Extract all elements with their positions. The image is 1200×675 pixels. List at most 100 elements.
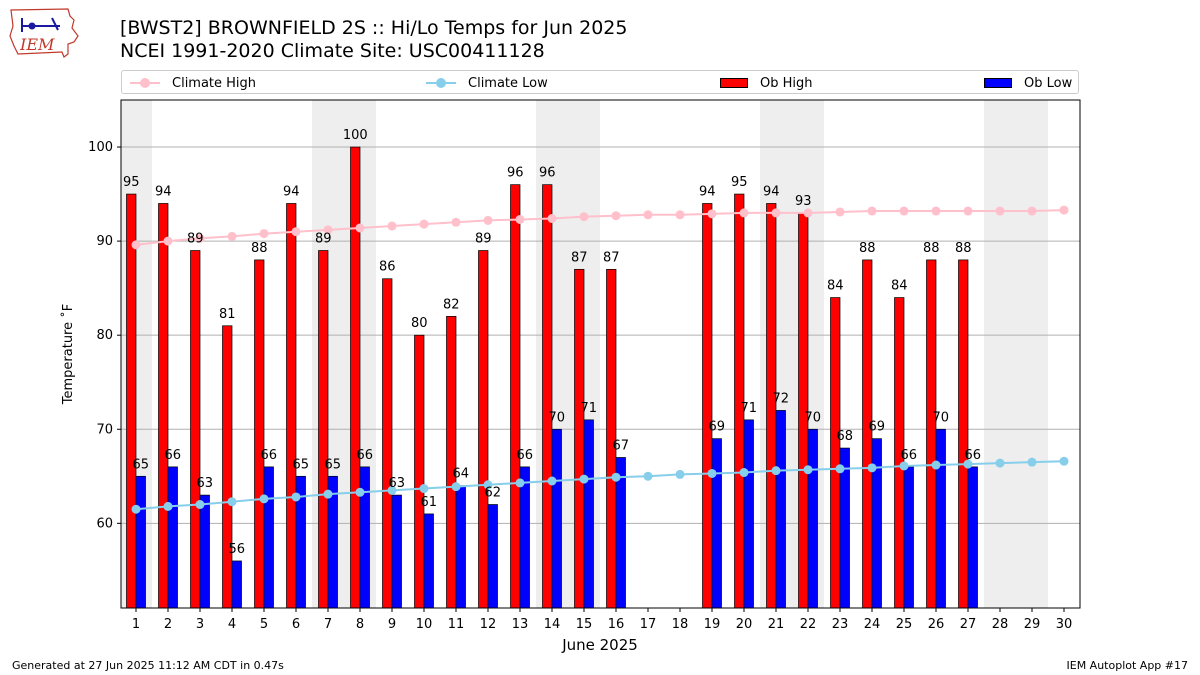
ob-low-value-label: 65	[132, 457, 149, 472]
x-tick-label: 18	[672, 617, 689, 632]
legend-ob-high: Ob High	[720, 71, 813, 95]
ob-low-bar	[903, 466, 914, 609]
x-tick-label: 3	[196, 617, 204, 632]
y-tick-label: 80	[96, 328, 113, 343]
climate-high-point	[323, 225, 333, 235]
climate-low-point	[835, 464, 845, 474]
climate-low-point	[131, 504, 141, 514]
legend-ob-high-label: Ob High	[760, 75, 813, 91]
climate-low-point	[483, 480, 493, 490]
ob-high-bar	[926, 259, 937, 609]
climate-high-point	[867, 206, 877, 216]
ob-low-value-label: 63	[388, 476, 405, 491]
x-tick-label: 19	[704, 617, 721, 632]
ob-high-bar	[414, 334, 425, 609]
climate-high-point	[451, 217, 461, 227]
x-tick-label: 1	[132, 617, 140, 632]
ob-low-value-label: 70	[804, 410, 821, 425]
ob-high-value-label: 80	[411, 316, 428, 331]
ob-high-value-label: 89	[187, 232, 204, 247]
ob-high-bar	[510, 184, 521, 609]
iem-logo: IEM	[9, 8, 79, 58]
ob-high-value-label: 89	[315, 232, 332, 247]
climate-high-point	[515, 214, 525, 224]
x-tick-label: 9	[388, 617, 396, 632]
legend-climate-low-label: Climate Low	[468, 75, 548, 91]
ob-low-value-label: 69	[708, 420, 725, 435]
ob-low-value-label: 65	[292, 457, 309, 472]
climate-low-point	[579, 474, 589, 484]
ob-high-bar	[702, 203, 713, 609]
climate-low-point	[1059, 456, 1069, 466]
x-tick-label: 16	[608, 617, 625, 632]
ob-high-value-label: 96	[539, 166, 556, 181]
climate-low-point	[707, 468, 717, 478]
ob-high-value-label: 94	[763, 184, 780, 199]
ob-high-value-label: 82	[443, 297, 460, 312]
ob-low-value-label: 66	[964, 448, 981, 463]
ob-low-value-label: 66	[900, 448, 917, 463]
generated-timestamp: Generated at 27 Jun 2025 11:12 AM CDT in…	[12, 659, 284, 672]
ob-high-value-label: 84	[891, 279, 908, 294]
ob-low-bar	[967, 466, 978, 609]
x-tick-label: 10	[416, 617, 433, 632]
climate-high-point	[931, 206, 941, 216]
ob-high-bar	[318, 250, 329, 609]
ob-low-bar	[711, 438, 722, 609]
ob-low-bar	[583, 419, 594, 609]
y-axis-label: Temperature ˚F	[60, 304, 76, 405]
climate-high-point	[771, 208, 781, 218]
y-tick-label: 90	[96, 234, 113, 249]
climate-low-point	[547, 476, 557, 486]
climate-high-point	[483, 215, 493, 225]
ob-high-value-label: 94	[283, 184, 300, 199]
climate-high-point	[419, 219, 429, 229]
climate-low-line	[135, 460, 1065, 511]
climate-high-point	[1027, 206, 1037, 216]
climate-low-point	[195, 500, 205, 510]
ob-low-value-label: 65	[324, 457, 341, 472]
ob-low-value-label: 61	[420, 495, 437, 510]
ob-high-value-label: 84	[827, 279, 844, 294]
climate-low-point	[387, 485, 397, 495]
y-tick-label: 70	[96, 422, 113, 437]
app-credit: IEM Autoplot App #17	[1066, 659, 1189, 672]
weekend-shade	[984, 100, 1048, 608]
climate-high-point	[835, 207, 845, 217]
y-tick-label: 60	[96, 516, 113, 531]
ob-high-value-label: 87	[603, 250, 620, 265]
ob-low-bar	[775, 410, 786, 609]
climate-high-point	[547, 214, 557, 224]
ob-low-value-label: 69	[868, 420, 885, 435]
ob-high-value-label: 88	[923, 241, 940, 256]
ob-high-bar	[222, 325, 233, 609]
x-tick-label: 12	[480, 617, 497, 632]
ob-high-value-label: 88	[251, 241, 268, 256]
ob-low-bar	[487, 504, 498, 609]
ob-low-bar	[263, 466, 274, 609]
ob-high-bar	[446, 316, 457, 609]
ob-high-bar	[830, 297, 841, 609]
logo-text: IEM	[19, 35, 55, 54]
ob-low-bar	[455, 485, 466, 609]
ob-low-bar	[199, 494, 210, 609]
x-tick-label: 30	[1056, 617, 1073, 632]
x-tick-label: 26	[928, 617, 945, 632]
ob-high-value-label: 94	[699, 184, 716, 199]
climate-high-point	[803, 208, 813, 218]
x-tick-label: 27	[960, 617, 977, 632]
ob-low-bar	[423, 513, 434, 609]
x-tick-label: 29	[1024, 617, 1041, 632]
climate-low-point	[163, 501, 173, 511]
ob-low-bar	[519, 466, 530, 609]
ob-high-value-label: 81	[219, 307, 236, 322]
climate-high-point	[131, 240, 141, 250]
x-tick-label: 4	[228, 617, 236, 632]
ob-high-bar	[958, 259, 969, 609]
chart-legend: Climate High Climate Low Ob High Ob Low	[121, 70, 1079, 94]
x-tick-label: 13	[512, 617, 529, 632]
ob-low-value-label: 70	[548, 410, 565, 425]
climate-low-point	[291, 492, 301, 502]
ob-high-bar	[382, 278, 393, 609]
